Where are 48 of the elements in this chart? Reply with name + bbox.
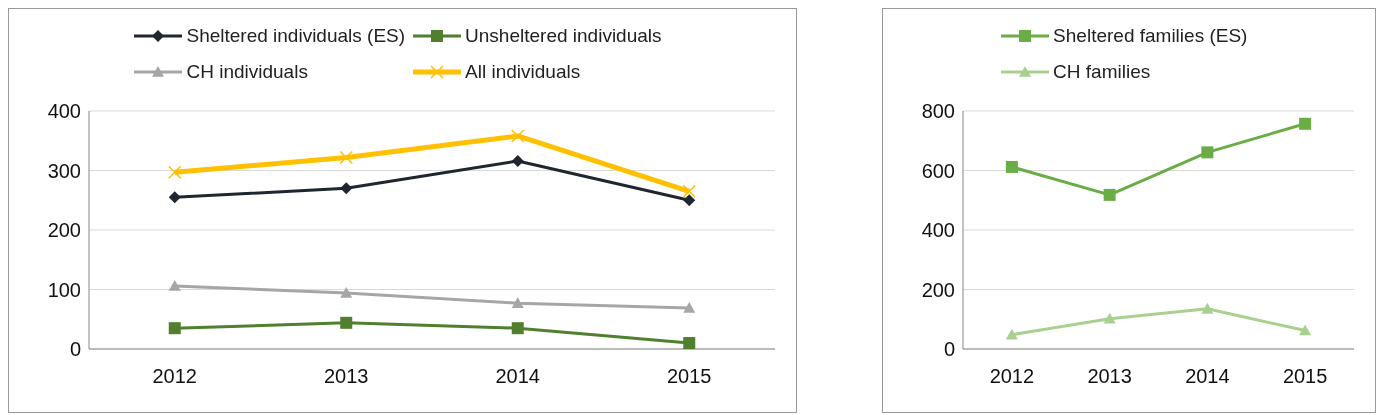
point: [1201, 302, 1214, 314]
y-tick-label: 200: [47, 219, 81, 242]
y-tick-label: 0: [943, 338, 955, 361]
legend-label: Unsheltered individuals: [465, 25, 662, 47]
x-tick-label: 2015: [1282, 365, 1328, 388]
y-tick-label: 0: [69, 338, 81, 361]
y-tick-label: 400: [47, 100, 81, 123]
point: [511, 129, 525, 143]
x-tick-label: 2013: [1087, 365, 1132, 388]
point: [1298, 117, 1311, 130]
point: [682, 184, 696, 199]
x-tick-label: 2012: [989, 365, 1034, 388]
point: [511, 297, 524, 308]
x-tick-label: 2015: [667, 365, 712, 388]
legend-label: Sheltered individuals (ES): [186, 25, 406, 47]
x-tick-label: 2012: [152, 365, 197, 388]
y-tick-label: 100: [47, 278, 81, 301]
x-tick-label: 2013: [324, 365, 369, 388]
point: [168, 322, 181, 335]
point: [1103, 312, 1116, 324]
y-tick-label: 400: [921, 219, 955, 242]
point: [168, 165, 182, 180]
x-tick-label: 2014: [495, 365, 540, 388]
point: [1005, 328, 1018, 340]
y-tick-label: 800: [921, 100, 955, 123]
legend-label: Sheltered families (ES): [1053, 25, 1248, 47]
point: [168, 191, 181, 204]
point: [339, 150, 353, 165]
point: [340, 287, 353, 298]
point: [1103, 188, 1116, 201]
point: [168, 279, 181, 291]
point: [683, 301, 696, 313]
point: [683, 194, 696, 207]
point: [1201, 146, 1214, 159]
point: [511, 154, 524, 167]
legend-label: CH individuals: [186, 61, 308, 83]
point: [340, 182, 353, 195]
point: [683, 337, 696, 349]
point: [340, 316, 353, 329]
point: [1005, 160, 1018, 173]
y-tick-label: 300: [47, 159, 81, 182]
legend-label: CH families: [1053, 61, 1151, 83]
y-tick-label: 600: [921, 159, 955, 182]
point: [511, 322, 524, 335]
point: [1298, 324, 1311, 336]
legend-label: All individuals: [465, 61, 581, 83]
x-tick-label: 2014: [1184, 365, 1230, 388]
y-tick-label: 200: [921, 278, 955, 301]
